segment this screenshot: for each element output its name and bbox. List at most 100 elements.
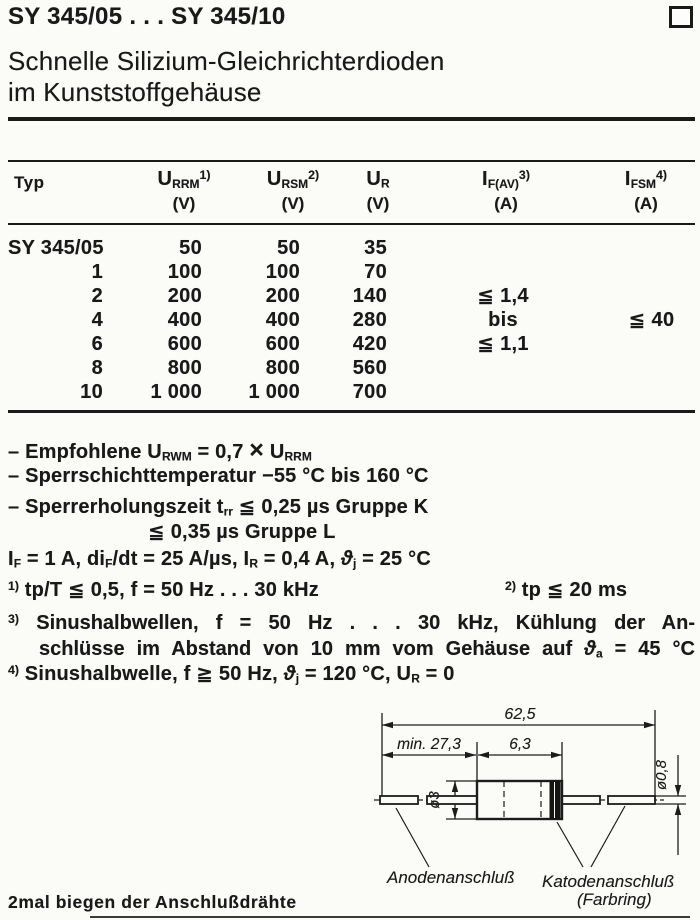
- subtitle-line-1: Schnelle Silizium-Gleichrichterdioden: [8, 46, 445, 76]
- dim-lead-length-label: min. 27,3: [397, 736, 461, 753]
- text-segment: ≦ 0,35 µs Gruppe L: [148, 521, 336, 543]
- package-drawing: 62,5 min. 27,3 6,3 ø3 ø0,8 Anodenanschlu…: [374, 706, 686, 909]
- page-title: SY 345/05 . . . SY 345/10: [8, 3, 286, 30]
- footnote-3-line-2: schlüsse im Abstand von 10 mm vom Gehäus…: [8, 636, 695, 667]
- dim-total-length-label: 62,5: [504, 706, 535, 723]
- table-cell: 400: [167, 309, 202, 331]
- text-segment: ≦ 0,25 µs Gruppe K: [232, 496, 429, 518]
- column-symbol: URRM1): [157, 168, 210, 191]
- note-test-conditions: IF = 1 A, diF/dt = 25 A/µs, IR = 0,4 A, …: [8, 548, 431, 571]
- symbol-subscript: FSM: [630, 176, 657, 191]
- column-unit: (V): [366, 194, 390, 213]
- symbol-subscript: F(AV): [487, 176, 519, 191]
- text-segment: = 1 A, di: [21, 548, 106, 570]
- footnote-mark: 1): [199, 168, 211, 182]
- table-cell: 800: [265, 357, 300, 379]
- table-row: 10 1 000 1 000 700: [8, 380, 692, 404]
- table-cell: 800: [167, 357, 202, 379]
- text-segment: tp/T ≦ 0,5, f = 50 Hz . . . 30 kHz: [19, 579, 319, 601]
- table-cell: 1: [91, 261, 103, 283]
- extension-lines: [381, 710, 686, 820]
- column-unit: (V): [281, 194, 305, 214]
- text-segment: 1): [8, 578, 20, 593]
- text-segment: ϑ: [584, 638, 596, 661]
- table-cell: 10: [80, 381, 103, 403]
- table-row: 4 400 400 280 bis ≦ 40: [8, 308, 692, 332]
- table-row: 8 800 800 560: [8, 356, 692, 380]
- text-segment: RWM: [161, 449, 192, 464]
- table-header: Typ URRM1) (V) URSM2) (V) UR (V) IF(AV)3…: [0, 166, 700, 222]
- footnote-3-line-1: 3) Sinushalbwellen, f = 50 Hz . . . 30 k…: [8, 606, 695, 636]
- text-segment: schlüsse im Abstand von 10 mm vom Gehäus…: [39, 638, 585, 661]
- page-subtitle: Schnelle Silizium-Gleichrichterdioden im…: [8, 46, 445, 108]
- footnote-mark: 2): [308, 168, 320, 182]
- cathode-lead-inner: [561, 795, 601, 805]
- column-symbol: IF(AV)3): [482, 168, 530, 191]
- text-segment: = 25 °C: [356, 548, 431, 570]
- table-top-rule: [8, 160, 695, 162]
- anode-label: Anodenanschluß: [386, 868, 515, 887]
- table-cell: 35: [364, 237, 387, 259]
- subtitle-line-2: im Kunststoffgehäuse: [8, 77, 262, 107]
- text-segment: 3): [8, 612, 20, 626]
- symbol-base: I: [482, 168, 488, 191]
- text-segment: a: [595, 646, 603, 661]
- text-segment: 4): [8, 662, 20, 677]
- dimension-arrowheads: [382, 721, 682, 819]
- table-cell: ≦ 40: [628, 309, 675, 331]
- bend-instruction: 2mal biegen der Anschlußdrähte um 180° m…: [8, 852, 315, 920]
- table-cell: 100: [265, 261, 300, 283]
- cathode-lead-outer: [607, 795, 656, 805]
- text-segment: F: [13, 556, 22, 571]
- column-unit: (V): [172, 194, 196, 214]
- table-cell: 600: [265, 333, 300, 355]
- text-segment: 2): [505, 578, 517, 593]
- column-symbol: IFSM4): [625, 168, 667, 191]
- text-segment: Sinushalbwellen, f = 50 Hz . . . 30 kHz,…: [19, 612, 695, 635]
- text-segment: = 0,4 A,: [258, 548, 341, 570]
- table-cell: 100: [167, 261, 202, 283]
- table-cell: 560: [352, 357, 387, 379]
- text-segment: rr: [223, 504, 233, 519]
- symbol-base: U: [266, 168, 282, 191]
- leader-lines: [395, 805, 626, 868]
- table-cell: 50: [277, 237, 300, 259]
- column-header-ursm: URSM2) (V): [267, 168, 319, 214]
- table-header-rule: [8, 223, 695, 225]
- footnote-2: 2) tp ≦ 20 ms: [505, 577, 627, 602]
- table-row: 2 200 200 140 ≦ 1,4: [8, 284, 692, 308]
- table-cell: SY 345/05: [8, 237, 104, 259]
- table-cell: 400: [265, 309, 300, 331]
- column-symbol: URSM2): [267, 168, 319, 191]
- text-segment: = 0,7: [191, 441, 250, 463]
- footnote-mark: 3): [518, 168, 530, 182]
- column-unit: (A): [634, 194, 658, 214]
- footnote-1: 1) tp/T ≦ 0,5, f = 50 Hz . . . 30 kHz: [8, 577, 319, 602]
- text-segment: ϑ: [340, 548, 353, 570]
- lead-wires: [379, 795, 656, 805]
- column-unit: (A): [494, 194, 518, 214]
- column-header-urrm: URRM1) (V): [157, 168, 210, 214]
- text-segment: = 120 °C, U: [299, 663, 412, 685]
- symbol-subscript: RSM: [281, 176, 309, 191]
- table-cell: 2: [91, 285, 103, 307]
- dim-body-diameter-label: ø3: [426, 791, 443, 809]
- footnote-3: 3) Sinushalbwellen, f = 50 Hz . . . 30 k…: [8, 606, 695, 667]
- text-segment: = 0: [419, 663, 455, 685]
- table-cell: 140: [352, 285, 387, 307]
- table-bottom-rule: [8, 410, 695, 413]
- table-cell: 6: [91, 333, 103, 355]
- table-cell: ≦ 1,1: [477, 333, 529, 355]
- table-row: 1 100 100 70: [8, 260, 692, 284]
- cathode-label: Katodenanschluß: [542, 872, 674, 891]
- symbol-base: U: [157, 168, 173, 191]
- text-segment: U: [264, 441, 285, 463]
- cathode-band-leader: [556, 821, 584, 868]
- text-segment: ×: [249, 436, 265, 464]
- column-header-ifav: IF(AV)3) (A): [482, 168, 530, 214]
- dim-lead-diameter-label: ø0,8: [653, 759, 670, 790]
- text-segment: ϑ: [283, 663, 296, 685]
- text-segment: – Sperrerholungszeit t: [8, 496, 224, 518]
- text-segment: tp ≦ 20 ms: [516, 579, 628, 601]
